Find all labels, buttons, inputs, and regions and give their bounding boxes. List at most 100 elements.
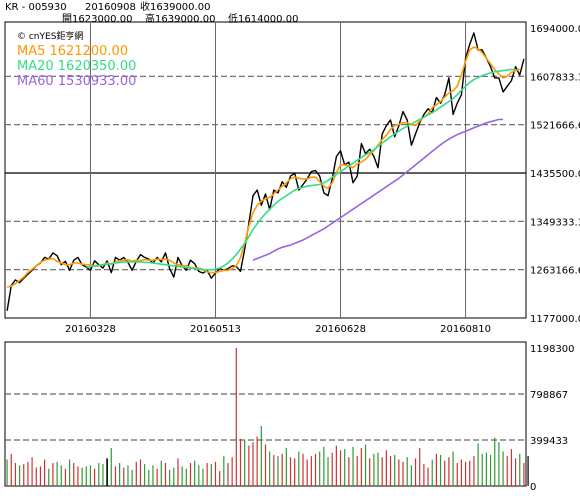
volume-bar	[244, 439, 246, 486]
volume-bar	[64, 468, 67, 486]
header-code: KR - 005930	[5, 2, 67, 13]
volume-bar	[452, 451, 454, 486]
volume-bar	[298, 451, 300, 486]
volume-bar	[514, 458, 517, 486]
ma20-line	[86, 68, 516, 271]
volume-bar	[264, 444, 267, 486]
volume-bar	[356, 456, 358, 486]
volume-bar	[281, 453, 283, 486]
volume-bar	[44, 459, 46, 486]
y-tick-label: 1263166.6	[530, 266, 580, 277]
volume-bar	[394, 454, 396, 486]
volume-bar	[294, 458, 296, 486]
volume-bar	[260, 426, 262, 486]
volume-bar	[248, 445, 250, 486]
volume-bar	[214, 461, 217, 486]
volume-bar	[302, 453, 304, 486]
volume-bar	[323, 446, 325, 486]
volume-bar	[202, 468, 204, 486]
volume-bar	[14, 463, 17, 486]
legend-ma5: MA5 1621200.00	[17, 44, 128, 59]
x-tick-label: 20160513	[190, 324, 241, 335]
header-date: 20160908	[85, 2, 136, 13]
volume-bar	[102, 464, 104, 486]
volume-bar	[319, 451, 321, 486]
volume-bar	[35, 467, 37, 486]
volume-bar	[381, 457, 383, 486]
volume-bar	[269, 451, 271, 486]
volume-bar	[27, 461, 29, 486]
x-tick-label: 20160810	[440, 324, 491, 335]
volume-bar	[273, 454, 275, 486]
volume-bar	[277, 456, 279, 486]
volume-bar	[18, 465, 21, 486]
y-tick-label: 1521666.6	[530, 121, 580, 132]
volume-bar	[252, 442, 254, 486]
volume-tick-label: 399433	[530, 436, 568, 447]
volume-bar	[348, 457, 350, 486]
volume-bar	[423, 464, 425, 486]
volume-bar	[131, 469, 133, 486]
volume-panel: 1198300 798867 399433 0	[4, 341, 575, 493]
volume-bar	[139, 459, 142, 486]
volume-bar	[389, 456, 392, 486]
header-low: 低1614000.00	[228, 14, 299, 25]
volume-bar	[106, 458, 108, 486]
volume-bar	[148, 469, 150, 486]
x-tick-label: 20160628	[315, 324, 366, 335]
price-line	[6, 32, 525, 311]
volume-bar	[414, 458, 417, 486]
volume-bar	[39, 466, 42, 486]
volume-bar	[435, 453, 437, 486]
volume-bar	[98, 463, 100, 486]
volume-bar	[198, 465, 200, 486]
volume-bar	[114, 466, 117, 486]
volume-bar	[77, 466, 79, 486]
ma60-line	[252, 118, 504, 261]
price-frame	[4, 21, 527, 319]
volume-bar	[398, 459, 400, 486]
volume-bar	[156, 468, 158, 486]
volume-bar	[135, 461, 137, 486]
volume-bar	[185, 468, 187, 486]
volume-bar	[477, 443, 479, 486]
volume-bar	[285, 448, 287, 486]
legend-ma60: MA60 1530933.00	[17, 74, 136, 89]
volume-bar	[173, 467, 175, 486]
y-tick-label: 1177000.0	[530, 314, 580, 325]
volume-bar	[73, 463, 75, 486]
x-tick-label: 20160328	[65, 324, 116, 335]
volume-bar	[339, 450, 342, 486]
volume-bar	[194, 460, 196, 486]
volume-bar	[473, 456, 475, 486]
volume-bar	[60, 465, 62, 486]
volume-bar	[344, 449, 346, 486]
volume-bar	[69, 459, 71, 486]
volume-bar	[169, 469, 171, 486]
volume-bar	[331, 452, 333, 486]
volume-bar	[314, 453, 317, 486]
volume-bar	[56, 461, 58, 486]
volume-bar	[219, 471, 221, 486]
volume-bar	[448, 457, 450, 486]
legend-ma20: MA20 1620350.00	[17, 59, 136, 74]
volume-bar	[210, 464, 212, 486]
volume-bar	[439, 454, 442, 486]
header-close: 收1639000.00	[140, 2, 211, 13]
header-high: 高1639000.00	[145, 14, 216, 25]
volume-bar	[481, 453, 483, 486]
volume-bar	[239, 438, 242, 486]
y-tick-label: 1349333.3	[530, 217, 580, 228]
y-tick-label: 1607833.3	[530, 72, 580, 83]
volume-bar	[89, 465, 92, 486]
volume-bar	[369, 458, 371, 486]
volume-bar	[377, 452, 379, 486]
volume-bar	[352, 446, 354, 486]
volume-bar	[402, 461, 404, 486]
volume-bar	[502, 451, 504, 486]
volume-bar	[519, 453, 521, 486]
volume-bar	[85, 466, 87, 486]
volume-bar	[523, 463, 525, 486]
volume-bar	[406, 457, 408, 486]
